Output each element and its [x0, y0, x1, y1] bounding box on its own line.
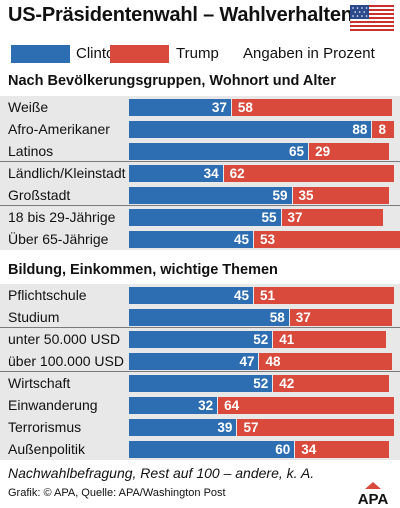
section-heading: Bildung, Einkommen, wichtige Themen	[8, 262, 278, 278]
us-flag-icon	[350, 5, 394, 31]
value-label-trump: 42	[279, 375, 295, 391]
legend-swatch-clinton	[11, 45, 70, 63]
category-label: Einwanderung	[8, 397, 98, 413]
bar-clinton: 58	[129, 308, 289, 326]
apa-logo: APA	[358, 482, 389, 506]
value-label-trump: 34	[301, 441, 317, 457]
category-label: Pflichtschule	[8, 287, 87, 303]
value-label-trump: 48	[265, 353, 281, 369]
bar-trump: 37	[289, 308, 392, 326]
bar-trump: 42	[273, 374, 389, 392]
value-label-clinton: 45	[233, 287, 249, 303]
category-label: Afro-Amerikaner	[8, 121, 110, 137]
bar-trump: 64	[218, 396, 395, 414]
value-label-clinton: 47	[239, 353, 255, 369]
value-label-clinton: 65	[289, 143, 305, 159]
value-label-clinton: 45	[233, 231, 249, 247]
value-label-clinton: 37	[211, 99, 227, 115]
value-label-trump: 37	[287, 209, 303, 225]
category-label: Terrorismus	[8, 419, 82, 435]
group-separator	[0, 205, 400, 206]
bar-trump: 35	[292, 186, 389, 204]
value-label-trump: 57	[243, 419, 259, 435]
value-label-clinton: 52	[253, 375, 269, 391]
bar-clinton: 55	[129, 208, 281, 226]
bar-trump: 41	[273, 330, 387, 348]
value-label-clinton: 34	[203, 165, 219, 181]
group-separator	[0, 327, 400, 328]
value-label-clinton: 32	[198, 397, 214, 413]
unit-note: Angaben in Prozent	[243, 45, 375, 62]
value-label-trump: 62	[229, 165, 245, 181]
value-label-clinton: 39	[217, 419, 233, 435]
group-separator	[0, 161, 400, 162]
legend-swatch-trump	[110, 45, 169, 63]
value-label-clinton: 55	[261, 209, 277, 225]
bar-clinton: 88	[129, 120, 372, 138]
category-label: 18 bis 29-Jährige	[8, 209, 116, 225]
value-label-clinton: 88	[352, 121, 368, 137]
bar-trump: 37	[281, 208, 384, 226]
bar-trump: 58	[231, 98, 392, 116]
bar-trump: 53	[253, 230, 400, 248]
value-label-trump: 37	[295, 309, 311, 325]
bar-clinton: 45	[129, 286, 253, 304]
value-label-clinton: 59	[272, 187, 288, 203]
category-label: Außenpolitik	[8, 441, 86, 457]
value-label-trump: 51	[259, 287, 275, 303]
value-label-trump: 41	[279, 331, 295, 347]
value-label-clinton: 52	[253, 331, 269, 347]
bar-clinton: 45	[129, 230, 253, 248]
bar-clinton: 52	[129, 374, 273, 392]
bar-trump: 34	[295, 440, 389, 458]
bar-clinton: 39	[129, 418, 237, 436]
bar-clinton: 47	[129, 352, 259, 370]
bar-clinton: 60	[129, 440, 295, 458]
category-label: über 100.000 USD	[8, 353, 124, 369]
value-label-trump: 58	[237, 99, 253, 115]
value-label-clinton: 58	[269, 309, 285, 325]
bar-trump: 51	[253, 286, 395, 304]
bar-clinton: 37	[129, 98, 231, 116]
value-label-trump: 35	[298, 187, 314, 203]
bar-trump: 29	[309, 142, 389, 160]
bar-trump: 8	[372, 120, 395, 138]
bar-clinton: 59	[129, 186, 292, 204]
bar-clinton: 32	[129, 396, 218, 414]
category-label: Über 65-Jährige	[8, 231, 109, 247]
value-label-trump: 53	[259, 231, 275, 247]
section-heading: Nach Bevölkerungsgruppen, Wohnort und Al…	[8, 73, 336, 89]
bar-trump: 57	[237, 418, 395, 436]
category-label: Ländlich/Kleinstadt	[8, 165, 126, 181]
apa-logo-text: APA	[358, 491, 389, 506]
bar-trump: 62	[223, 164, 395, 182]
bar-clinton: 34	[129, 164, 223, 182]
category-label: Studium	[8, 309, 60, 325]
category-label: unter 50.000 USD	[8, 331, 121, 347]
source-credit: Grafik: © APA, Quelle: APA/Washington Po…	[8, 487, 226, 499]
bar-trump: 48	[259, 352, 392, 370]
group-separator	[0, 371, 400, 372]
category-label: Großstadt	[8, 187, 71, 203]
value-label-clinton: 60	[275, 441, 291, 457]
category-label: Latinos	[8, 143, 54, 159]
value-label-trump: 29	[315, 143, 331, 159]
category-label: Weiße	[8, 99, 49, 115]
legend-label-trump: Trump	[176, 45, 219, 62]
bar-clinton: 65	[129, 142, 309, 160]
bar-clinton: 52	[129, 330, 273, 348]
value-label-trump: 8	[378, 121, 386, 137]
category-label: Wirtschaft	[8, 375, 71, 391]
page-title: US-Präsidentenwahl – Wahlverhalten	[8, 4, 353, 26]
footnote: Nachwahlbefragung, Rest auf 100 – andere…	[8, 465, 315, 481]
value-label-trump: 64	[224, 397, 240, 413]
